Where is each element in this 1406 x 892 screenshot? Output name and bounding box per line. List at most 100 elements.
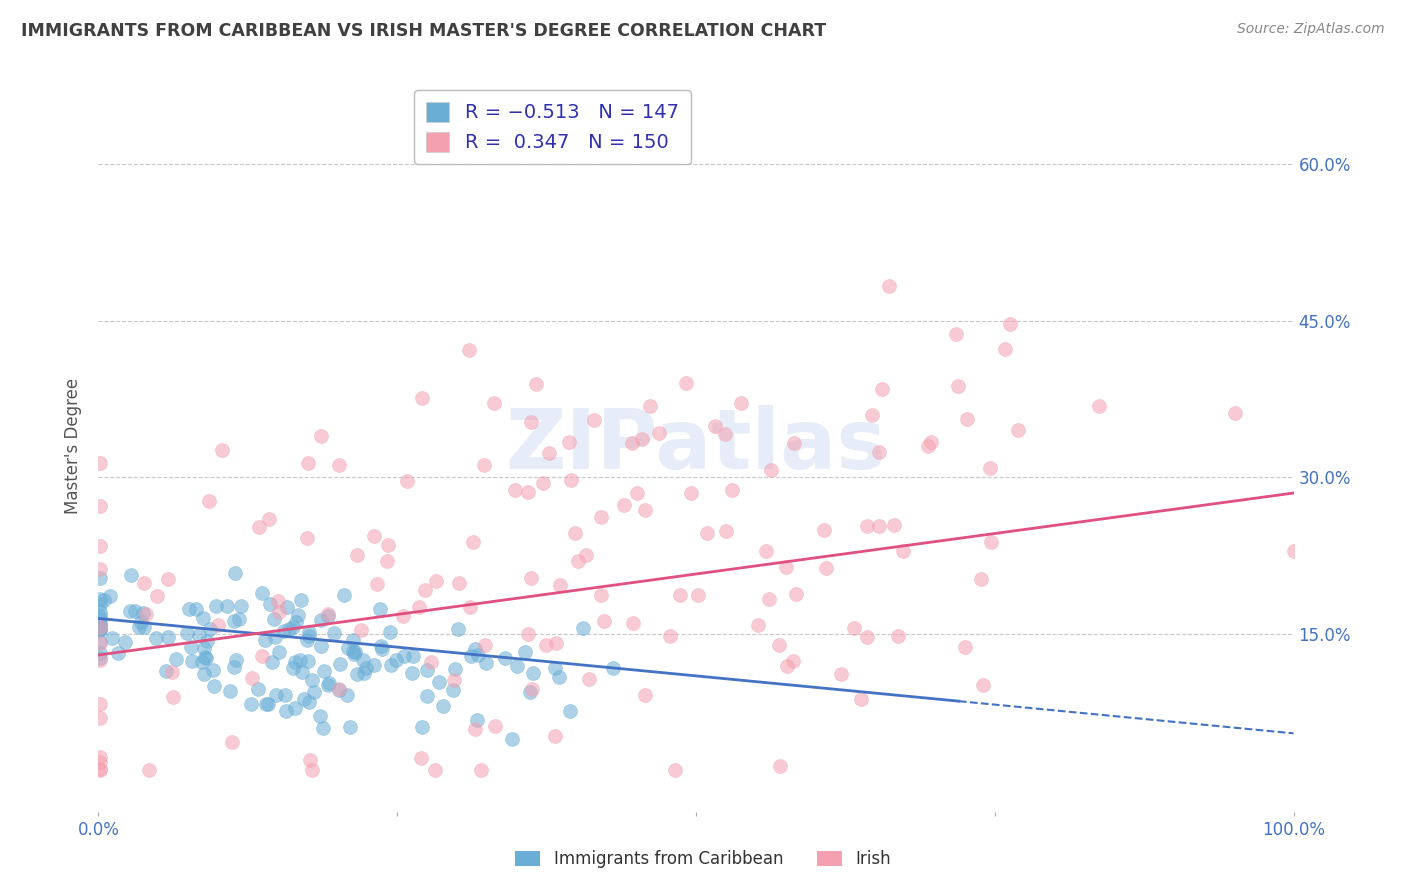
Point xyxy=(264,688,287,702)
Point xyxy=(524,376,547,391)
Point xyxy=(353,666,375,681)
Point xyxy=(956,412,979,426)
Point xyxy=(560,473,582,487)
Point xyxy=(202,679,225,693)
Point xyxy=(247,519,270,533)
Point xyxy=(755,544,778,558)
Point xyxy=(506,659,529,673)
Point xyxy=(342,643,364,657)
Point xyxy=(363,529,385,543)
Point xyxy=(520,681,543,696)
Point xyxy=(250,649,273,664)
Point xyxy=(513,645,536,659)
Point xyxy=(267,593,290,607)
Text: ZIPatlas: ZIPatlas xyxy=(506,406,886,486)
Point xyxy=(181,655,204,669)
Point xyxy=(267,605,290,619)
Point xyxy=(747,617,769,632)
Point xyxy=(572,620,595,634)
Point xyxy=(621,616,644,631)
Legend: R = −0.513   N = 147, R =  0.347   N = 150: R = −0.513 N = 147, R = 0.347 N = 150 xyxy=(415,90,690,164)
Text: IMMIGRANTS FROM CARIBBEAN VS IRISH MASTER'S DEGREE CORRELATION CHART: IMMIGRANTS FROM CARIBBEAN VS IRISH MASTE… xyxy=(21,22,827,40)
Point xyxy=(231,599,253,614)
Point xyxy=(228,612,250,626)
Point xyxy=(517,626,540,640)
Point xyxy=(520,415,543,429)
Point xyxy=(443,673,465,688)
Point xyxy=(89,763,111,777)
Point xyxy=(782,654,804,668)
Point xyxy=(460,648,482,663)
Point xyxy=(257,512,280,526)
Point xyxy=(290,592,312,607)
Point xyxy=(813,523,835,537)
Point xyxy=(346,548,368,562)
Point xyxy=(89,697,111,711)
Point xyxy=(194,650,217,665)
Point xyxy=(830,666,852,681)
Point xyxy=(89,619,111,633)
Point xyxy=(301,763,323,777)
Point xyxy=(470,763,492,777)
Point xyxy=(187,628,209,642)
Point xyxy=(176,626,198,640)
Point xyxy=(475,656,498,670)
Point xyxy=(416,663,439,677)
Point xyxy=(730,396,752,410)
Point xyxy=(785,586,807,600)
Point xyxy=(191,611,214,625)
Point xyxy=(842,621,865,635)
Point xyxy=(392,608,415,623)
Point xyxy=(474,638,496,652)
Point xyxy=(465,713,488,727)
Point xyxy=(339,719,361,733)
Point xyxy=(578,672,600,686)
Point xyxy=(207,618,229,632)
Point xyxy=(224,660,246,674)
Point xyxy=(129,615,152,629)
Point xyxy=(979,460,1001,475)
Y-axis label: Master's Degree: Master's Degree xyxy=(65,378,83,514)
Point xyxy=(246,681,269,696)
Point xyxy=(301,673,323,688)
Point xyxy=(634,689,657,703)
Point xyxy=(972,678,994,692)
Point xyxy=(375,554,398,568)
Point xyxy=(998,317,1021,331)
Point xyxy=(877,279,900,293)
Point xyxy=(284,655,307,669)
Point xyxy=(281,661,304,675)
Text: Source: ZipAtlas.com: Source: ZipAtlas.com xyxy=(1237,22,1385,37)
Point xyxy=(318,607,340,622)
Point xyxy=(337,640,360,655)
Point xyxy=(519,571,541,585)
Point xyxy=(312,664,335,678)
Point xyxy=(855,519,877,533)
Point xyxy=(267,645,290,659)
Point xyxy=(89,616,111,631)
Point xyxy=(380,658,402,673)
Point xyxy=(276,600,298,615)
Point xyxy=(322,625,344,640)
Point xyxy=(309,613,332,627)
Point xyxy=(89,651,111,665)
Point xyxy=(759,463,782,477)
Point xyxy=(411,721,433,735)
Point xyxy=(558,704,581,718)
Point xyxy=(240,671,263,685)
Point xyxy=(157,572,180,586)
Point xyxy=(135,607,157,622)
Point xyxy=(191,655,214,669)
Point xyxy=(114,634,136,648)
Point xyxy=(425,574,447,589)
Point xyxy=(658,629,681,643)
Point xyxy=(297,531,319,545)
Point xyxy=(328,682,350,697)
Point xyxy=(291,665,314,679)
Point xyxy=(953,640,976,655)
Point xyxy=(328,458,350,473)
Point xyxy=(402,648,425,663)
Point xyxy=(395,474,418,488)
Point xyxy=(370,639,392,653)
Point xyxy=(298,753,321,767)
